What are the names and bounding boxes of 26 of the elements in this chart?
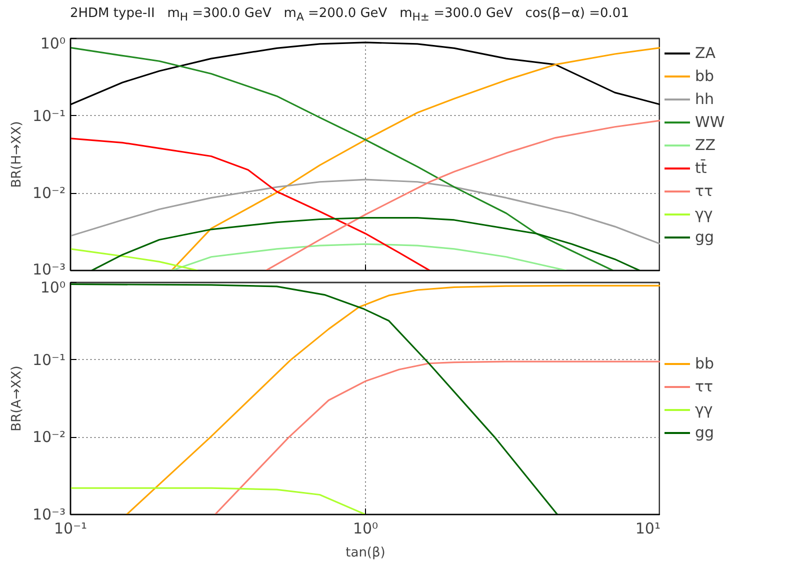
legend-label: ZA xyxy=(695,43,716,64)
legend-label: ττ xyxy=(695,376,714,398)
y-tick-label: 10⁻¹ xyxy=(32,106,66,125)
legend-label: tt̄ xyxy=(695,158,708,179)
x-tick-label: 10¹ xyxy=(635,520,661,538)
legend-label: WW xyxy=(695,112,725,133)
legend-label: γγ xyxy=(695,204,714,225)
y-axis-title: BR(A→XX) xyxy=(9,366,24,432)
y-tick-label: 10⁻² xyxy=(32,184,66,202)
y-tick-label: 10⁻¹ xyxy=(32,350,66,369)
legend-label: hh xyxy=(695,89,715,110)
x-tick-label: 10⁰ xyxy=(352,520,378,538)
x-axis-title: tan(β) xyxy=(346,546,386,560)
y-axis-title: BR(H→XX) xyxy=(9,121,24,188)
y-tick-label: 10⁻³ xyxy=(32,260,66,278)
chart-title: 2HDM type-II m$_{H}$ =300.0 GeV m$_{A}$ =200.0 GeV m$_{H±}$ =300.0 GeV cos(β−α) =0.01 xyxy=(70,5,629,26)
y-tick-label: 10⁰ xyxy=(40,34,66,52)
y-tick-label: 10⁰ xyxy=(40,278,66,296)
legend-label: gg xyxy=(695,422,715,444)
legend-label: ZZ xyxy=(695,135,716,156)
legend-label: gg xyxy=(695,227,715,248)
legend-label: ττ xyxy=(695,181,714,202)
legend-label: bb xyxy=(695,66,715,87)
legend-label: bb xyxy=(695,354,715,374)
legend-label: γγ xyxy=(695,400,714,420)
y-tick-label: 10⁻² xyxy=(32,428,66,446)
